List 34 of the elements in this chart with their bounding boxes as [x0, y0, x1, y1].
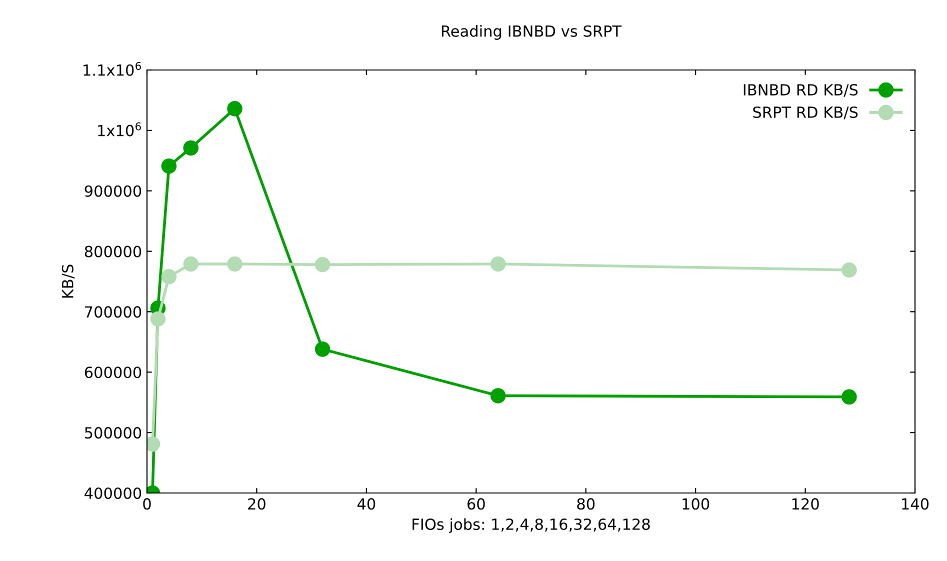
y-tick-label: 500000 [84, 427, 142, 439]
point [150, 311, 166, 327]
x-tick-label: 0 [143, 498, 151, 510]
y-tick-label: 700000 [85, 306, 142, 318]
point [161, 269, 177, 284]
x-tick-label: 100 [682, 498, 710, 510]
x-tick-label: 20 [248, 498, 266, 510]
y-axis-title: KB/S [62, 264, 75, 298]
point [314, 342, 330, 357]
x-tick-label: 80 [577, 498, 595, 510]
point [161, 158, 177, 174]
point [314, 256, 330, 272]
point [227, 101, 242, 116]
x-tick-label: 60 [467, 498, 485, 510]
x-tick-label: 40 [357, 498, 376, 510]
y-tick-label: 400000 [84, 487, 142, 500]
y-tick-label: 900000 [84, 185, 142, 197]
y-tick-label: 800000 [84, 246, 142, 258]
point [490, 256, 506, 272]
x-tick-label: 140 [902, 498, 929, 510]
x-axis-title: FIOs jobs: 1,2,4,8,16,32,64,128 [412, 518, 650, 533]
x-tick-label: 120 [792, 498, 819, 510]
y-tick-label: 1x10$^{6}$ [98, 122, 141, 136]
chart-title: Reading IBNBD vs SRPT [442, 25, 622, 40]
point [227, 256, 242, 272]
y-tick-label: 1.1x10$^{6}$ [84, 62, 141, 76]
y-tick-label: 600000 [84, 366, 142, 378]
point [183, 256, 199, 272]
point [842, 262, 857, 278]
legend-label: SRPT RD KB/S [753, 106, 858, 120]
point [490, 388, 506, 404]
point [842, 389, 857, 405]
point [183, 140, 199, 156]
legend-label: IBNBD RD KB/S [744, 84, 858, 97]
